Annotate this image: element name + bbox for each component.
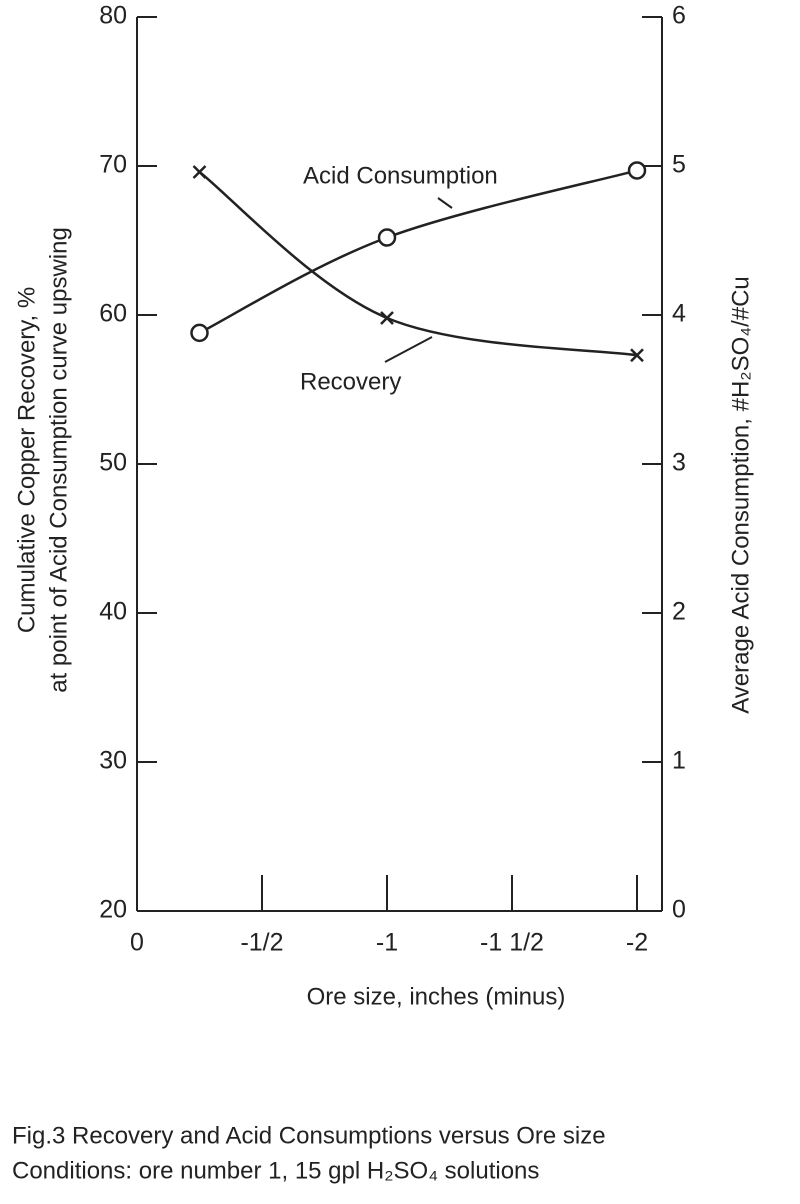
y2-tick-label: 5 [672, 151, 686, 179]
x-tick-label: -2 [626, 929, 648, 957]
x-tick-label: -1/2 [240, 929, 283, 957]
y-tick-label: 30 [99, 747, 127, 775]
annotation: Recovery [300, 368, 401, 395]
x-tick-label: -1 1/2 [480, 929, 544, 957]
y2-tick-label: 4 [672, 300, 686, 328]
y2-tick-label: 0 [672, 896, 686, 924]
arrow [384, 336, 433, 363]
annotation: Acid Consumption [303, 162, 498, 189]
y2-tick-label: 1 [672, 747, 686, 775]
series-line [198, 169, 638, 334]
x-tick-label: -1 [376, 929, 398, 957]
y-tick-label: 50 [99, 449, 127, 477]
y-tick-label: 20 [99, 896, 127, 924]
y2-tick-label: 2 [672, 598, 686, 626]
y-tick-label: 60 [99, 300, 127, 328]
y2-axis-title: Average Acid Consumption, #H₂SO₄/#Cu [727, 276, 754, 714]
series-line [198, 170, 638, 357]
marker [630, 348, 644, 363]
x-axis-title: Ore size, inches (minus) [307, 983, 566, 1010]
marker [380, 311, 394, 325]
y-axis-title: Cumulative Copper Recovery, % [13, 287, 40, 633]
marker [377, 228, 397, 247]
y2-tick-label: 6 [672, 2, 686, 30]
arrow [437, 197, 453, 209]
marker [627, 161, 647, 180]
y-tick-label: 70 [99, 151, 127, 179]
caption: Conditions: ore number 1, 15 gpl H₂SO₄ s… [12, 1157, 539, 1184]
x-tick-label: 0 [130, 929, 144, 957]
y-axis-title: at point of Acid Consumption curve upswi… [45, 227, 72, 693]
y2-tick-label: 3 [672, 449, 686, 477]
marker [190, 323, 209, 343]
y-tick-label: 40 [99, 598, 127, 626]
marker [192, 165, 207, 179]
caption: Fig.3 Recovery and Acid Consumptions ver… [12, 1122, 606, 1149]
y-tick-label: 80 [99, 2, 127, 30]
